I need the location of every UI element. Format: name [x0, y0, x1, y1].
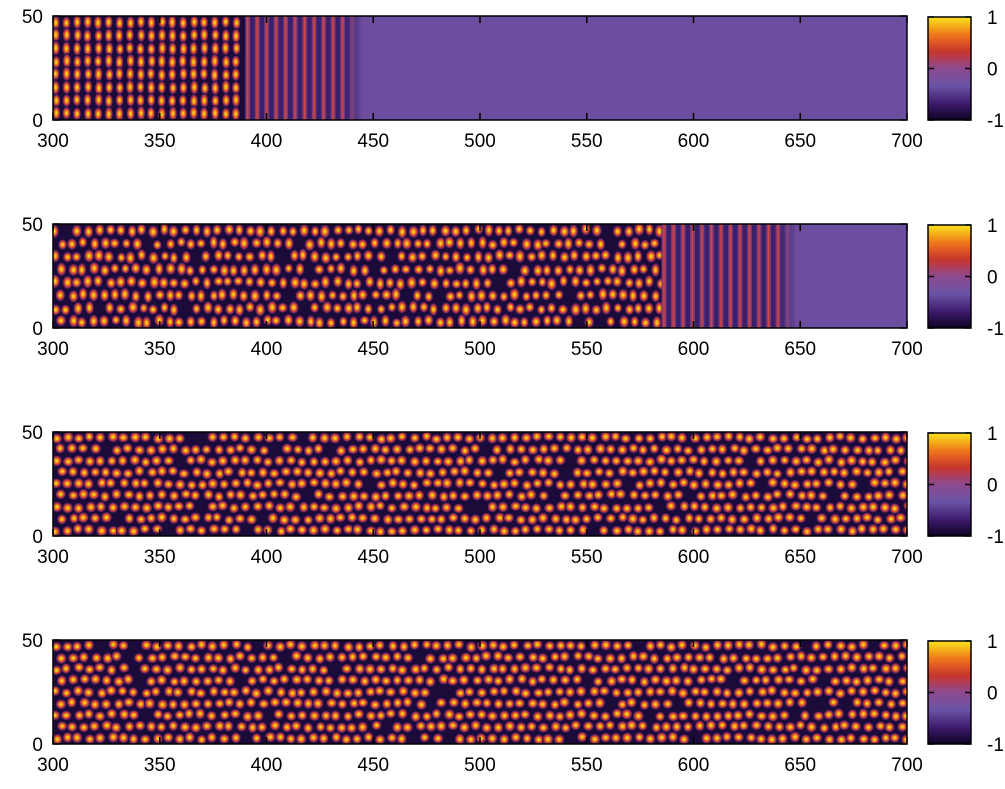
x-tick-label: 600 — [678, 755, 710, 776]
x-tick-label: 300 — [37, 755, 69, 776]
x-tick-label: 550 — [571, 547, 603, 568]
x-tick-label: 350 — [144, 547, 176, 568]
colorbar-tick-label: -1 — [987, 527, 1004, 548]
front-stripes — [661, 224, 800, 328]
colorbar-tick-label: -1 — [987, 735, 1004, 756]
x-tick-label: 500 — [464, 755, 496, 776]
spot-lattice — [53, 432, 907, 536]
y-tick-label: 50 — [22, 215, 43, 236]
colorbar-tick-label: 0 — [987, 476, 998, 497]
x-tick-label: 650 — [784, 131, 816, 152]
x-tick-label: 550 — [571, 131, 603, 152]
y-tick-label: 50 — [22, 631, 43, 652]
y-tick-label: 0 — [32, 735, 43, 756]
spot-lattice — [53, 640, 907, 744]
colorbar: 1 0 -1 — [927, 216, 1004, 340]
x-tick-label: 400 — [251, 547, 283, 568]
colorbar-tick-label: 1 — [987, 424, 998, 445]
spot-lattice — [53, 16, 241, 120]
chart-panel-2: 300 350 400 450 500 550 600 650 700 0 50 1 0 -1 — [22, 215, 1004, 360]
colorbar-tick-label: 0 — [987, 268, 998, 289]
x-tick-label: 500 — [464, 131, 496, 152]
colorbar-tick-label: -1 — [987, 319, 1004, 340]
x-tick-label: 300 — [37, 131, 69, 152]
heatmap-field — [53, 16, 907, 120]
colorbar-gradient — [927, 432, 972, 537]
front-stripes — [245, 16, 365, 120]
colorbar-gradient — [927, 640, 972, 745]
colorbar: 1 0 -1 — [927, 8, 1004, 132]
colorbar-gradient — [927, 224, 972, 329]
x-tick-label: 700 — [891, 755, 923, 776]
y-tick-label: 0 — [32, 527, 43, 548]
y-tick-label: 0 — [32, 319, 43, 340]
x-tick-label: 300 — [37, 547, 69, 568]
colorbar-tick-label: 0 — [987, 684, 998, 705]
x-tick-label: 650 — [784, 339, 816, 360]
x-tick-label: 500 — [464, 547, 496, 568]
x-tick-label: 650 — [784, 547, 816, 568]
x-tick-label: 600 — [678, 131, 710, 152]
x-tick-label: 550 — [571, 339, 603, 360]
heatmap-field — [53, 224, 907, 328]
spot-lattice — [53, 224, 667, 328]
x-tick-label: 450 — [357, 755, 389, 776]
x-tick-label: 350 — [144, 131, 176, 152]
heatmap-field — [53, 432, 907, 536]
colorbar-tick-label: 1 — [987, 632, 998, 653]
colorbar-tick-label: 1 — [987, 8, 998, 29]
x-tick-label: 350 — [144, 339, 176, 360]
chart-panel-4: 300 350 400 450 500 550 600 650 700 0 50 1 0 -1 — [22, 631, 1004, 776]
x-tick-label: 300 — [37, 339, 69, 360]
colorbar-tick-label: 1 — [987, 216, 998, 237]
x-tick-label: 600 — [678, 547, 710, 568]
colorbar: 1 0 -1 — [927, 424, 1004, 548]
x-tick-label: 350 — [144, 755, 176, 776]
y-tick-label: 50 — [22, 423, 43, 444]
x-tick-label: 450 — [357, 547, 389, 568]
x-tick-label: 400 — [251, 755, 283, 776]
x-tick-label: 550 — [571, 755, 603, 776]
chart-panel-3: 300 350 400 450 500 550 600 650 700 0 50 1 0 -1 — [22, 423, 1004, 568]
x-tick-label: 450 — [357, 131, 389, 152]
colorbar: 1 0 -1 — [927, 632, 1004, 756]
y-tick-label: 50 — [22, 7, 43, 28]
colorbar-gradient — [927, 16, 972, 121]
x-tick-label: 600 — [678, 339, 710, 360]
colorbar-tick-label: -1 — [987, 111, 1004, 132]
x-tick-label: 450 — [357, 339, 389, 360]
x-tick-label: 500 — [464, 339, 496, 360]
y-tick-label: 0 — [32, 111, 43, 132]
heatmap-field — [53, 640, 907, 744]
x-tick-label: 400 — [251, 131, 283, 152]
x-tick-label: 700 — [891, 131, 923, 152]
x-tick-label: 700 — [891, 339, 923, 360]
colorbar-tick-label: 0 — [987, 60, 998, 81]
x-tick-label: 700 — [891, 547, 923, 568]
chart-panel-1: 300 350 400 450 500 550 600 650 700 0 50 1 0 -1 — [22, 7, 1004, 152]
x-tick-label: 650 — [784, 755, 816, 776]
x-tick-label: 400 — [251, 339, 283, 360]
